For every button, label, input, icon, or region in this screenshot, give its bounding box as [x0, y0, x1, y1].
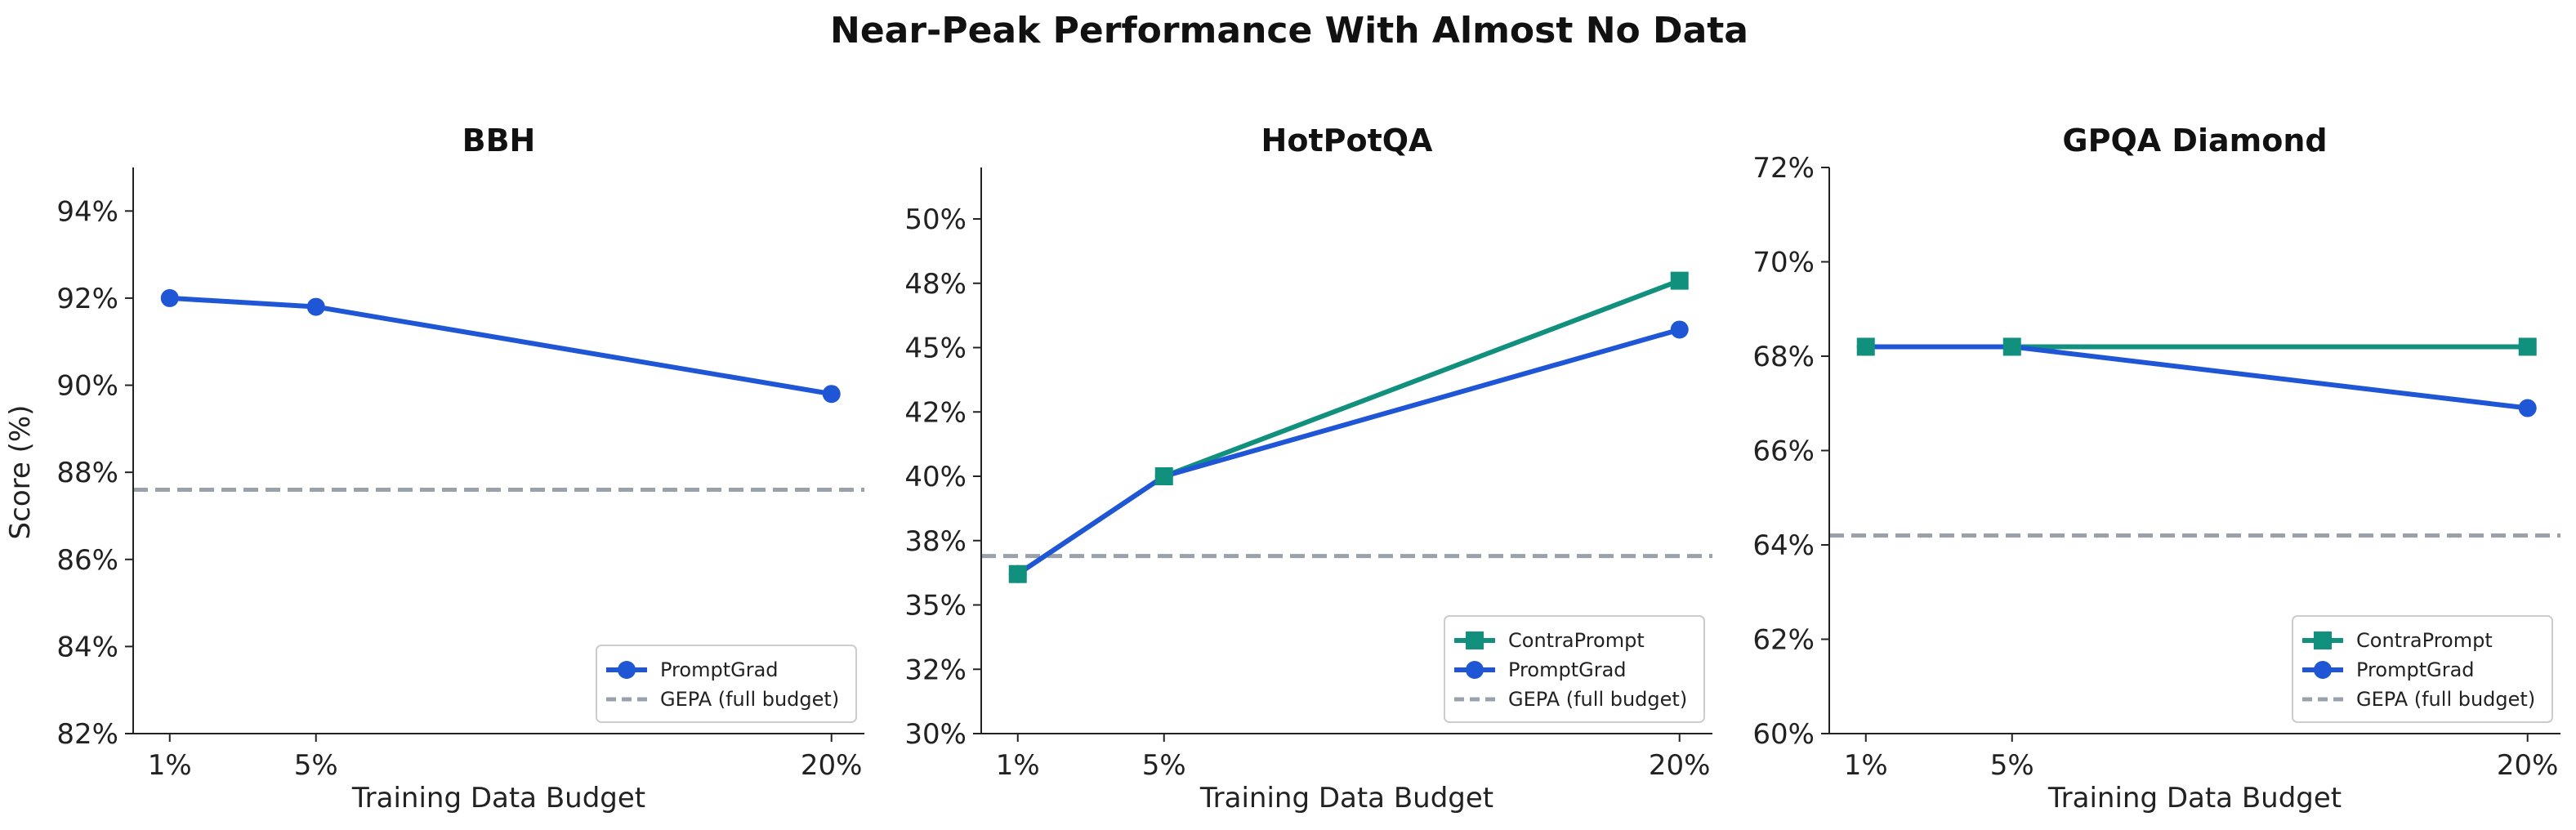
- y-tick-label: 62%: [1752, 624, 1815, 657]
- panel-title: BBH: [462, 123, 536, 158]
- legend-marker: [618, 661, 636, 679]
- data-point: [1154, 467, 1173, 485]
- y-tick-label: 68%: [1752, 341, 1815, 373]
- y-tick-label: 38%: [904, 525, 967, 558]
- y-tick-label: 30%: [904, 718, 967, 751]
- legend-box: [1444, 615, 1705, 723]
- y-tick-label: 32%: [904, 654, 967, 686]
- y-tick-label: 35%: [904, 590, 967, 622]
- series-line-promptgrad: [1863, 344, 2530, 411]
- legend-label: GEPA (full budget): [2356, 688, 2535, 711]
- legend-marker: [1466, 631, 1484, 649]
- x-axis-label: Training Data Budget: [1199, 782, 1493, 814]
- series-line-promptgrad: [1015, 327, 1682, 577]
- y-tick-label: 92%: [56, 283, 118, 315]
- legend-box: [2292, 615, 2553, 723]
- legend-label: GEPA (full budget): [660, 688, 839, 711]
- figure-title: Near-Peak Performance With Almost No Dat…: [830, 10, 1748, 51]
- data-point: [1008, 564, 1027, 583]
- legend: ContraPrompt PromptGrad GEPA (full budget): [2292, 615, 2553, 723]
- x-tick-label: 1%: [148, 749, 192, 782]
- y-tick-label: 70%: [1752, 247, 1815, 279]
- legend-marker: [1466, 661, 1484, 679]
- y-tick-label: 84%: [56, 631, 118, 663]
- y-tick-label: 64%: [1752, 529, 1815, 562]
- series-line-contraprompt: [1015, 278, 1682, 577]
- x-tick-label: 5%: [1990, 749, 2034, 782]
- y-tick-label: 88%: [56, 457, 118, 489]
- x-axis-label: Training Data Budget: [351, 782, 645, 814]
- y-tick-label: 66%: [1752, 435, 1815, 468]
- legend-marker: [2314, 631, 2332, 649]
- legend-box: [596, 645, 857, 723]
- y-tick-label: 50%: [904, 203, 967, 236]
- x-tick-label: 20%: [801, 749, 863, 782]
- y-tick-label: 82%: [56, 718, 118, 751]
- y-tick-label: 90%: [56, 370, 118, 403]
- panels: BBH 82% 84% 86% 88% 90% 92% 94% 1% 5% 20% Training …: [56, 123, 2560, 814]
- series-line-promptgrad: [167, 295, 834, 397]
- x-tick-label: 1%: [996, 749, 1040, 782]
- data-point: [160, 288, 179, 307]
- legend-label: GEPA (full budget): [1508, 688, 1687, 711]
- legend: PromptGrad GEPA (full budget): [596, 645, 857, 723]
- panel-title: HotPotQA: [1261, 123, 1434, 158]
- data-point: [2002, 337, 2021, 356]
- y-tick-label: 48%: [904, 268, 967, 301]
- legend-label: ContraPrompt: [2356, 629, 2493, 652]
- y-tick-label: 42%: [904, 396, 967, 429]
- legend-marker: [2314, 661, 2332, 679]
- legend-label: PromptGrad: [660, 658, 779, 681]
- x-tick-label: 1%: [1844, 749, 1888, 782]
- y-tick-label: 94%: [56, 195, 118, 228]
- x-axis-label: Training Data Budget: [2047, 782, 2342, 814]
- x-tick-label: 5%: [1142, 749, 1186, 782]
- data-point: [306, 297, 325, 316]
- x-tick-label: 20%: [1649, 749, 1711, 782]
- y-tick-label: 45%: [904, 332, 967, 365]
- y-tick-label: 40%: [904, 461, 967, 493]
- panel-title: GPQA Diamond: [2062, 123, 2327, 158]
- data-point: [822, 385, 841, 404]
- x-tick-label: 20%: [2497, 749, 2559, 782]
- legend-label: PromptGrad: [1508, 658, 1627, 681]
- legend-label: ContraPrompt: [1508, 629, 1645, 652]
- data-point: [1670, 271, 1689, 290]
- x-tick-label: 5%: [294, 749, 338, 782]
- legend: ContraPrompt PromptGrad GEPA (full budget): [1444, 615, 1705, 723]
- panel-2: GPQA Diamond 60% 62% 64% 66% 68% 70% 72% 1% 5% 20%…: [1752, 123, 2560, 814]
- y-axis-label: Score (%): [4, 405, 37, 540]
- data-point: [2518, 337, 2537, 356]
- y-tick-label: 72%: [1752, 152, 1815, 185]
- data-point: [1856, 337, 1875, 356]
- y-tick-label: 60%: [1752, 718, 1815, 751]
- panel-1: HotPotQA 30% 32% 35% 38% 40% 42% 45% 48% 50% 1% 5% 2…: [904, 123, 1712, 814]
- panel-0: BBH 82% 84% 86% 88% 90% 92% 94% 1% 5% 20% Training …: [56, 123, 864, 814]
- legend-label: PromptGrad: [2356, 658, 2475, 681]
- data-point: [2518, 399, 2537, 417]
- data-point: [1670, 320, 1689, 339]
- y-tick-label: 86%: [56, 544, 118, 577]
